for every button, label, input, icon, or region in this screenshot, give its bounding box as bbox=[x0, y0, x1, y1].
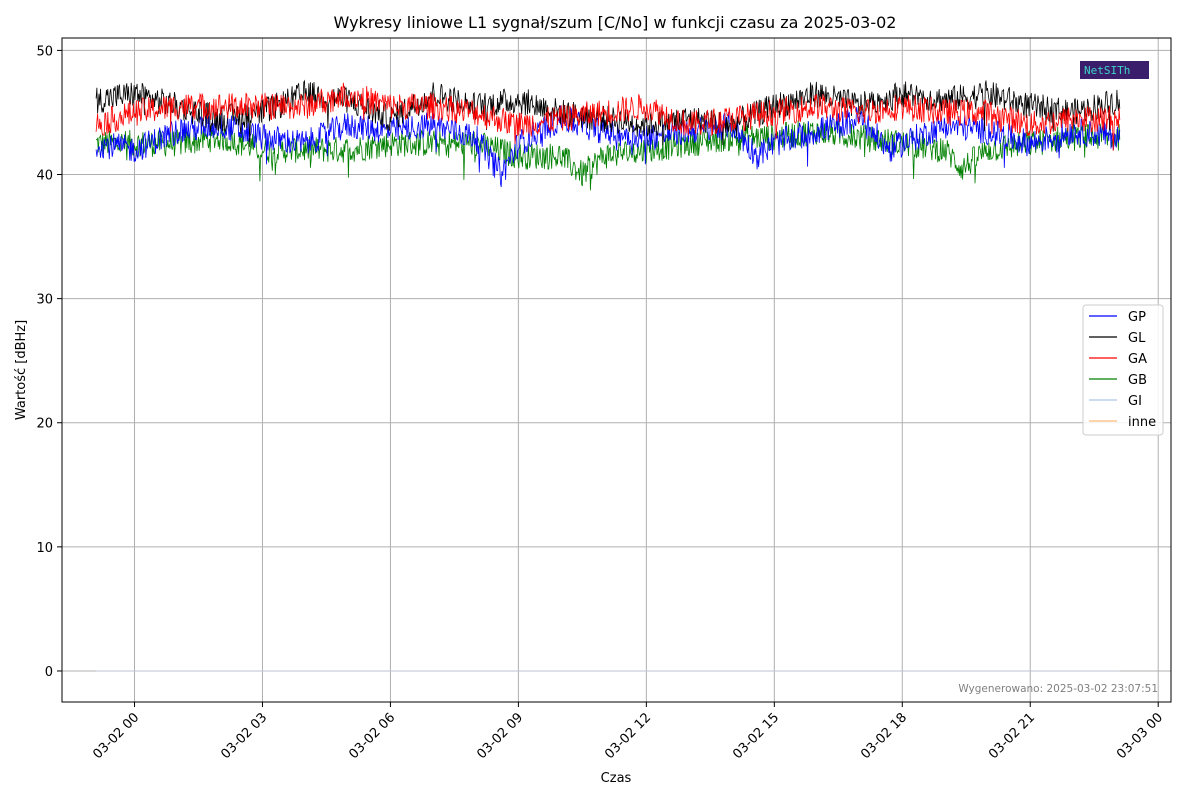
series-line-gl bbox=[95, 79, 1121, 148]
x-tick-label: 03-02 06 bbox=[346, 710, 398, 762]
y-tick-label: 50 bbox=[36, 44, 53, 59]
generated-timestamp: Wygenerowano: 2025-03-02 23:07:51 bbox=[958, 683, 1158, 695]
chart-title: Wykresy liniowe L1 sygnał/szum [C/No] w … bbox=[334, 13, 897, 32]
x-tick-label: 03-02 15 bbox=[730, 710, 782, 762]
y-tick-label: 0 bbox=[45, 665, 53, 680]
x-tick-label: 03-02 09 bbox=[474, 710, 526, 762]
y-tick-label: 40 bbox=[36, 169, 53, 184]
y-axis-label: Wartość [dBHz] bbox=[14, 320, 29, 420]
logo-box bbox=[1080, 61, 1149, 79]
legend-label-gl: GL bbox=[1128, 331, 1146, 346]
legend: GP GL GA GB GI inne bbox=[1082, 304, 1164, 436]
series-lines bbox=[95, 79, 1121, 672]
legend-label-ga: GA bbox=[1128, 352, 1147, 367]
legend-label-inne: inne bbox=[1128, 415, 1156, 430]
y-tick-label: 30 bbox=[36, 293, 53, 308]
y-tick-label: 10 bbox=[36, 541, 53, 556]
x-tick-label: 03-03 00 bbox=[1114, 710, 1166, 762]
x-tick-label: 03-02 18 bbox=[858, 710, 910, 762]
x-tick-label: 03-02 12 bbox=[602, 710, 654, 762]
y-axis-ticks: 0 10 20 30 40 50 bbox=[36, 44, 62, 680]
series-line-ga bbox=[95, 82, 1121, 151]
watermark-logo: NetSITh bbox=[1080, 61, 1149, 79]
plot-frame bbox=[61, 37, 1172, 703]
x-axis-label: Czas bbox=[601, 771, 632, 786]
legend-label-gp: GP bbox=[1128, 310, 1146, 325]
legend-label-gb: GB bbox=[1128, 373, 1147, 388]
x-tick-label: 03-02 00 bbox=[90, 710, 142, 762]
logo-text: NetSITh bbox=[1084, 64, 1130, 77]
legend-label-gi: GI bbox=[1128, 394, 1142, 409]
y-tick-label: 20 bbox=[36, 417, 53, 432]
x-axis-ticks: 03-02 00 03-02 03 03-02 06 03-02 09 03-02 12… bbox=[90, 702, 1166, 762]
x-tick-label: 03-02 03 bbox=[218, 710, 270, 762]
x-tick-label: 03-02 21 bbox=[986, 710, 1038, 762]
